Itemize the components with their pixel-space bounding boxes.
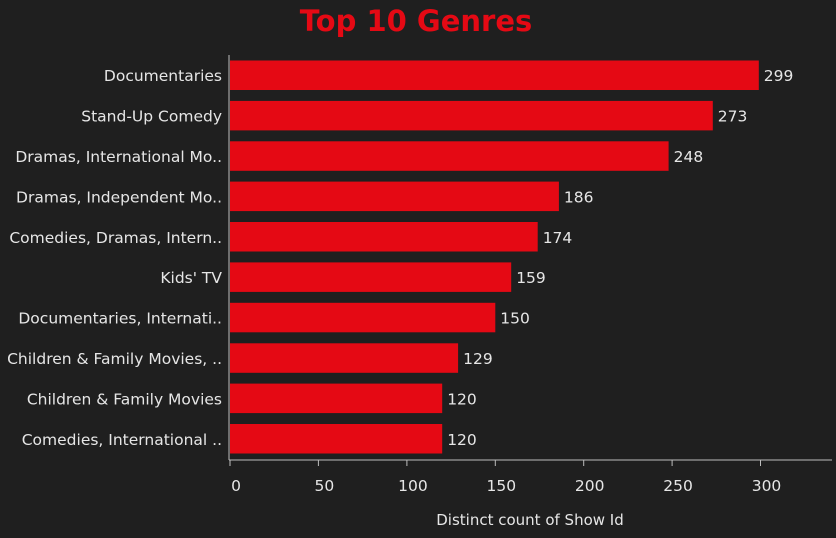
value-label: 120 <box>447 431 477 449</box>
bar <box>230 383 443 414</box>
category-label: Children & Family Movies, .. <box>7 350 222 368</box>
value-label: 299 <box>764 67 794 85</box>
value-label: 248 <box>674 148 704 166</box>
category-label: Children & Family Movies <box>27 390 222 408</box>
x-tick-label: 50 <box>315 477 335 495</box>
bars-layer: Documentaries 299 Stand-Up Comedy 273 Dramas… <box>7 60 794 454</box>
bar <box>230 424 443 454</box>
bar <box>230 60 759 90</box>
category-label: Documentaries, Internati.. <box>18 310 222 328</box>
bar <box>230 302 496 333</box>
category-label: Comedies, Dramas, Intern.. <box>9 229 222 247</box>
value-label: 120 <box>447 390 477 408</box>
x-tick-label: 250 <box>663 477 693 495</box>
bar <box>230 100 713 131</box>
value-label: 150 <box>500 310 530 328</box>
category-label: Stand-Up Comedy <box>81 108 222 126</box>
bar <box>230 141 669 171</box>
category-label: Kids' TV <box>160 269 222 287</box>
ticks-layer: 0 50 100 150 200 250 300 <box>229 460 782 495</box>
bar <box>230 181 559 212</box>
value-label: 174 <box>543 229 573 247</box>
x-tick-label: 300 <box>752 477 782 495</box>
category-label: Documentaries <box>104 67 222 85</box>
bar <box>230 222 538 252</box>
x-tick-label: 150 <box>487 477 517 495</box>
value-label: 273 <box>718 108 748 126</box>
bar <box>230 262 512 292</box>
x-tick-label: 0 <box>231 477 241 495</box>
chart-title: Top 10 Genres <box>300 4 533 38</box>
x-tick-label: 100 <box>398 477 428 495</box>
x-axis-title: Distinct count of Show Id <box>436 511 624 529</box>
value-label: 186 <box>564 188 594 206</box>
category-label: Dramas, Independent Mo.. <box>16 188 222 206</box>
bar <box>230 343 459 373</box>
category-label: Dramas, International Mo.. <box>15 148 222 166</box>
value-label: 159 <box>516 269 546 287</box>
value-label: 129 <box>463 350 493 368</box>
category-label: Comedies, International .. <box>22 431 222 449</box>
x-tick-label: 200 <box>575 477 605 495</box>
